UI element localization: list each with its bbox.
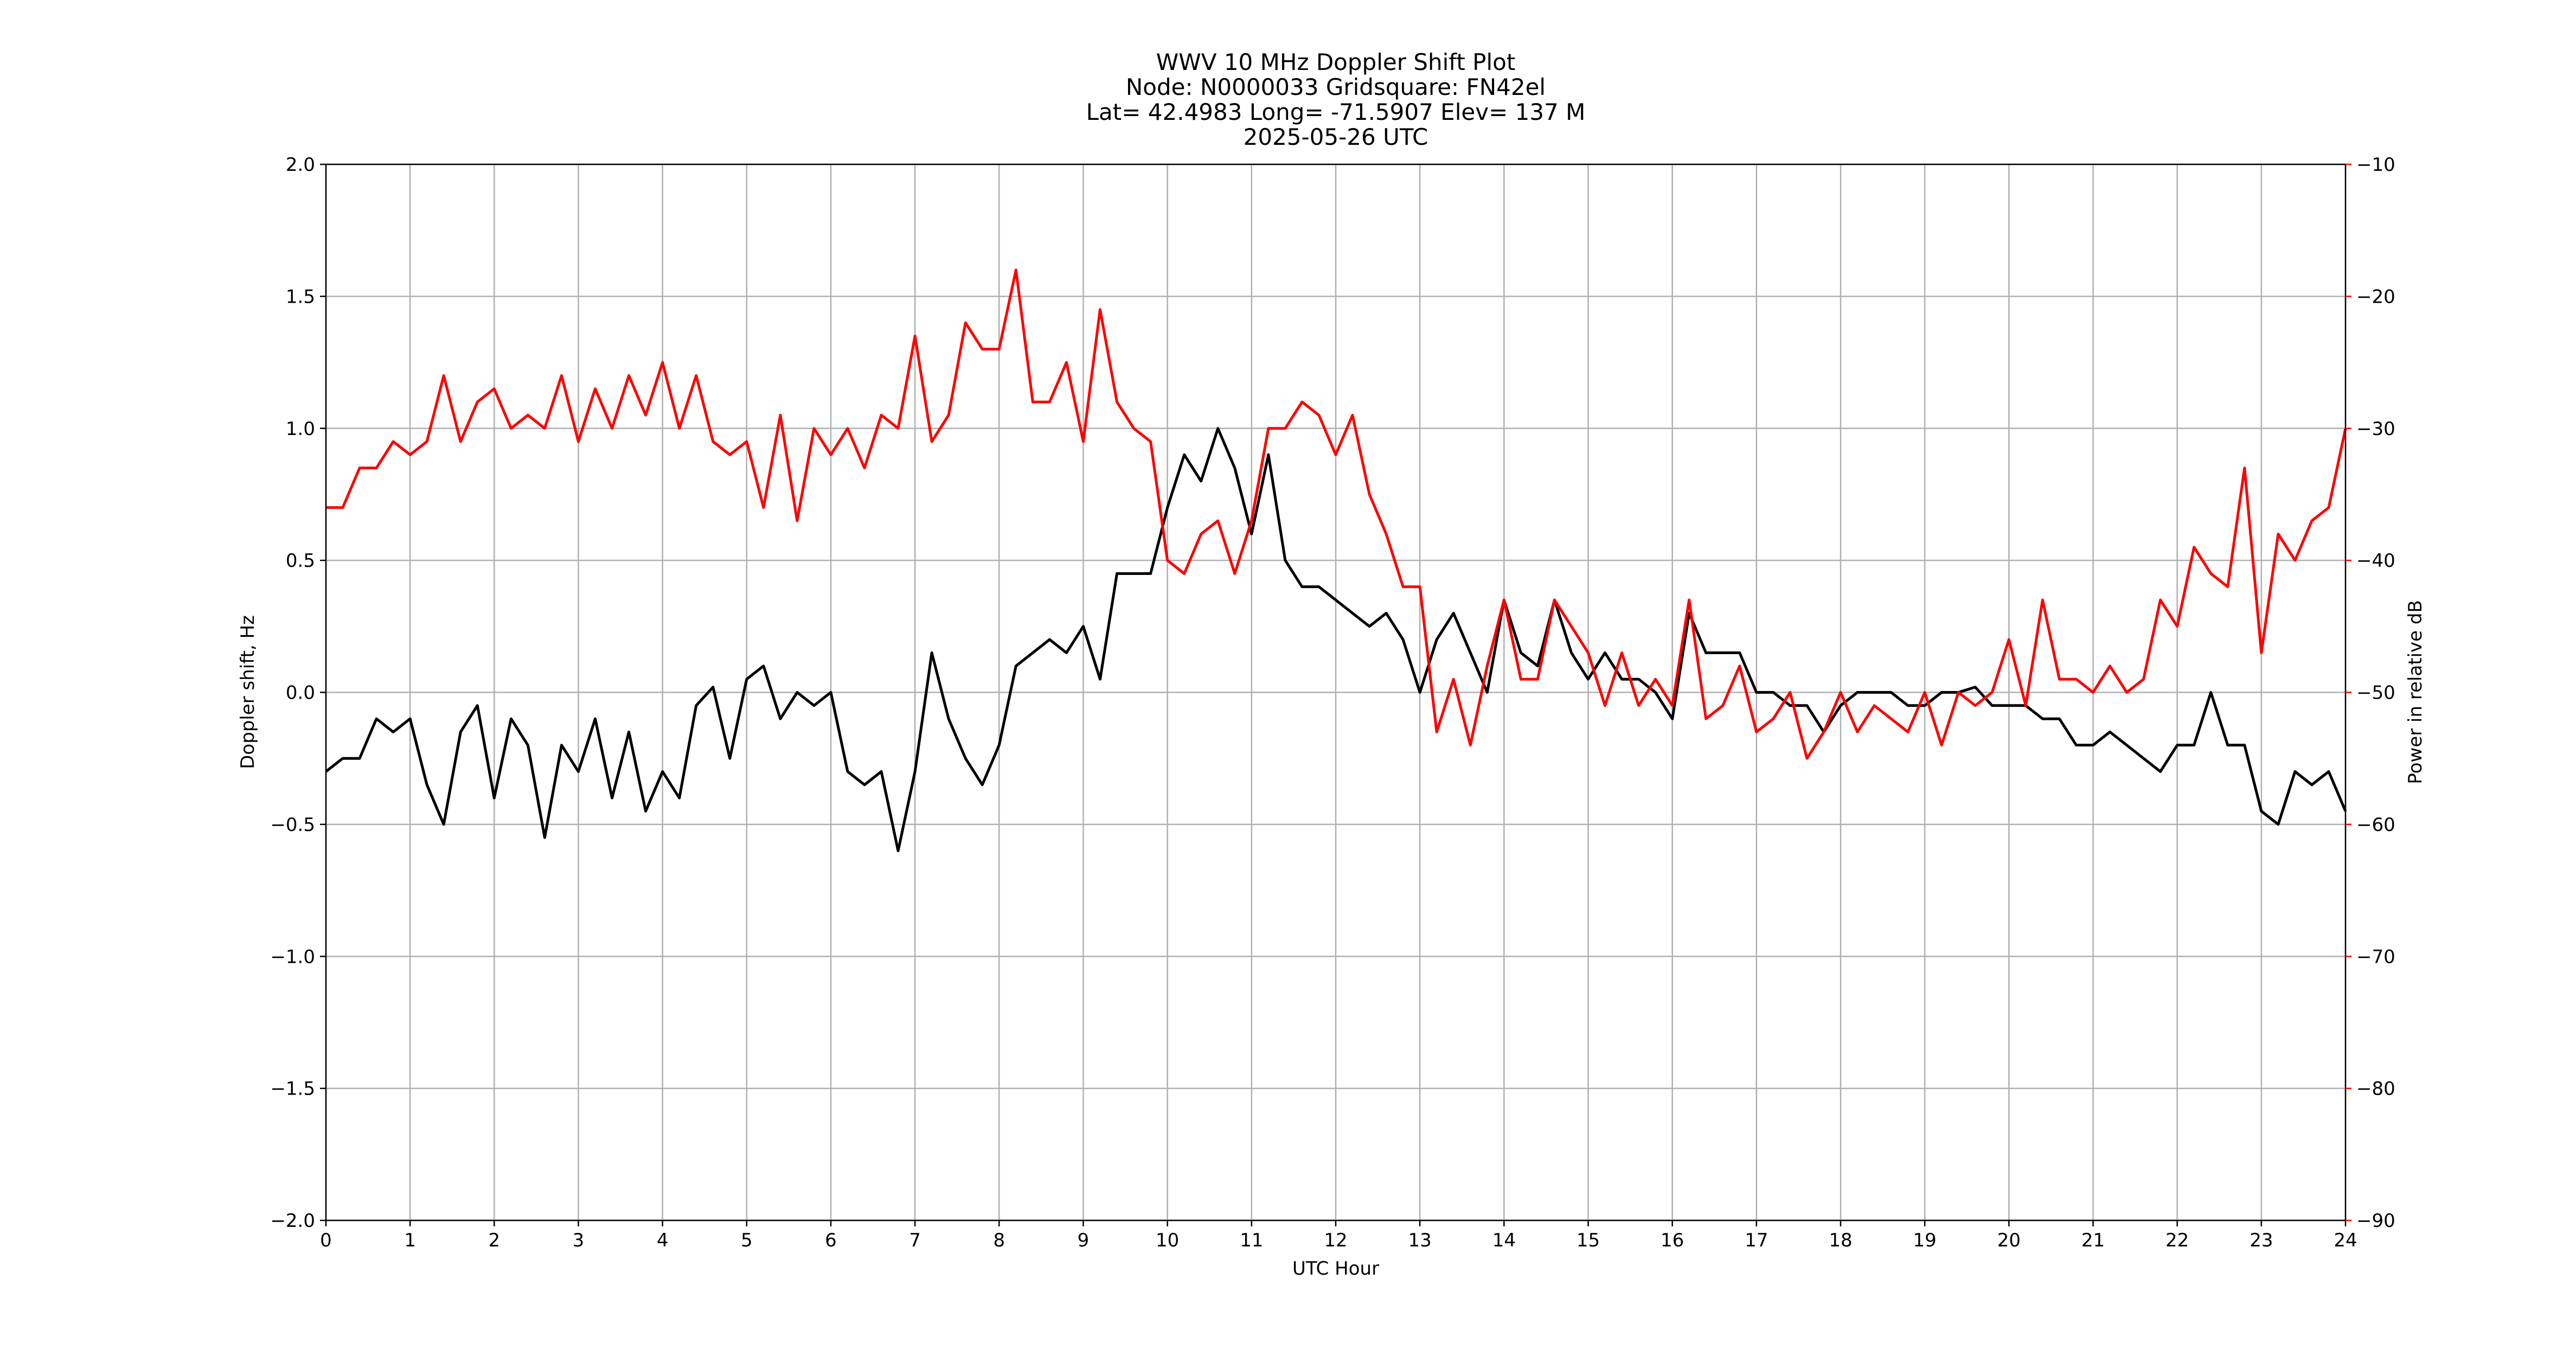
axes: 0 1 2 3 4 5 6 7 8 9 10 11 12 13 14 15 16 17 18 19 20 21 22 23 24… — [270, 154, 2395, 1251]
y2-tick-label: −50 — [2356, 682, 2395, 704]
chart-title: Lat= 42.4983 Long= -71.5907 Elev= 137 M — [1086, 99, 1586, 125]
y-tick-label: 1.5 — [286, 286, 315, 308]
chart-title: Node: N0000033 Gridsquare: FN42el — [1126, 74, 1546, 100]
y-tick-label: −1.0 — [270, 946, 315, 968]
plot — [325, 268, 2347, 853]
y2-tick-label: −40 — [2356, 550, 2395, 572]
x-tick-label: 5 — [741, 1230, 753, 1251]
x-tick-label: 9 — [1078, 1230, 1090, 1251]
x-tick-label: 7 — [909, 1230, 921, 1251]
y-tick-label: 0.0 — [286, 682, 315, 704]
y-axis-label: Doppler shift, Hz — [237, 615, 259, 769]
x-tick-label: 17 — [1745, 1230, 1768, 1251]
y2-tick-label: −80 — [2356, 1078, 2395, 1100]
x-tick-label: 8 — [994, 1230, 1005, 1251]
data-line — [326, 268, 2347, 760]
y2-tick-label: −10 — [2356, 154, 2395, 176]
y2-tick-label: −70 — [2356, 946, 2395, 968]
x-tick-label: 24 — [2334, 1230, 2357, 1251]
y-tick-label: −0.5 — [270, 814, 315, 836]
x-tick-label: 4 — [657, 1230, 669, 1251]
y2-tick-label: −60 — [2356, 814, 2395, 836]
x-tick-label: 18 — [1829, 1230, 1852, 1251]
x-tick-label: 19 — [1913, 1230, 1937, 1251]
x-tick-label: 3 — [573, 1230, 585, 1251]
data-line — [325, 427, 2347, 853]
y2-tick-label: −30 — [2356, 418, 2395, 440]
x-tick-label: 16 — [1661, 1230, 1684, 1251]
x-tick-label: 6 — [825, 1230, 837, 1251]
x-tick-label: 2 — [489, 1230, 501, 1251]
y-tick-label: 1.0 — [286, 418, 315, 440]
y2-tick-label: −90 — [2356, 1210, 2395, 1232]
y-tick-label: 0.5 — [286, 550, 315, 572]
x-tick-label: 22 — [2165, 1230, 2189, 1251]
x-tick-label: 21 — [2081, 1230, 2105, 1251]
x-tick-label: 1 — [404, 1230, 416, 1251]
x-tick-label: 20 — [1997, 1230, 2021, 1251]
y2-axis-label: Power in relative dB — [2405, 600, 2426, 784]
chart-title: WWV 10 MHz Doppler Shift Plot — [1156, 49, 1516, 75]
x-tick-label: 14 — [1492, 1230, 1516, 1251]
y-tick-label: −2.0 — [270, 1210, 315, 1232]
x-axis-label: UTC Hour — [1292, 1258, 1379, 1280]
y-tick-label: −1.5 — [270, 1078, 315, 1100]
x-tick-label: 12 — [1324, 1230, 1347, 1251]
x-tick-label: 10 — [1156, 1230, 1179, 1251]
x-tick-label: 15 — [1577, 1230, 1600, 1251]
y2-tick-label: −20 — [2356, 286, 2395, 308]
chart-title: 2025-05-26 UTC — [1244, 124, 1428, 150]
x-tick-label: 11 — [1240, 1230, 1263, 1251]
x-tick-label: 0 — [320, 1230, 332, 1251]
x-tick-label: 13 — [1408, 1230, 1432, 1251]
y-tick-label: 2.0 — [286, 154, 315, 176]
x-tick-label: 23 — [2250, 1230, 2273, 1251]
